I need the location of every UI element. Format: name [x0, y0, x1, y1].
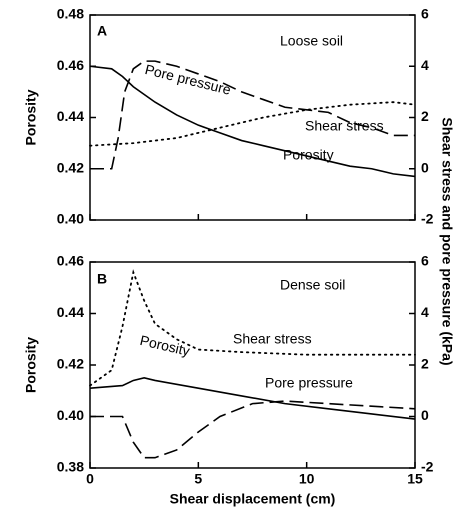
annotation: B	[97, 271, 107, 287]
y-tick-label: 0.42	[57, 356, 84, 372]
y2-tick-label: 2	[421, 356, 429, 372]
y-tick-label: 0.42	[57, 159, 84, 175]
annotation: Porosity	[138, 332, 191, 359]
y2-tick-label: -2	[421, 459, 434, 475]
y2-tick-label: 6	[421, 253, 429, 269]
y2-axis-label: Shear stress and pore pressure (kPa)	[439, 117, 455, 365]
y2-tick-label: -2	[421, 211, 434, 227]
annotation: Shear stress	[233, 331, 312, 347]
y-tick-label: 0.46	[57, 57, 84, 73]
annotation: A	[97, 23, 107, 39]
y2-tick-label: 6	[421, 6, 429, 22]
y2-tick-label: 2	[421, 108, 429, 124]
annotation: Shear stress	[305, 118, 384, 134]
y-axis-label: Porosity	[23, 337, 39, 393]
y2-tick-label: 0	[421, 159, 429, 175]
annotation: Dense soil	[280, 277, 345, 293]
series-line	[89, 101, 416, 147]
x-axis-label: Shear displacement (cm)	[170, 491, 336, 507]
annotation: Loose soil	[280, 33, 343, 49]
annotation: Pore pressure	[143, 61, 232, 98]
y-tick-label: 0.46	[57, 253, 84, 269]
y-axis-label: Porosity	[23, 89, 39, 145]
series-line	[90, 60, 415, 170]
y-tick-label: 0.44	[57, 304, 84, 320]
y2-tick-label: 4	[421, 304, 429, 320]
plot-frame	[89, 261, 416, 469]
y2-tick-label: 4	[421, 57, 429, 73]
y-tick-label: 0.40	[57, 211, 84, 227]
y-tick-label: 0.48	[57, 6, 84, 22]
x-tick-label: 0	[86, 471, 94, 487]
x-tick-label: 15	[407, 471, 423, 487]
y-tick-label: 0.38	[57, 459, 84, 475]
series-line	[89, 65, 416, 178]
series-line	[89, 269, 416, 387]
x-tick-label: 5	[194, 471, 202, 487]
y-tick-label: 0.44	[57, 108, 84, 124]
series-line	[90, 400, 416, 459]
y-tick-label: 0.40	[57, 407, 84, 423]
x-tick-label: 10	[299, 471, 315, 487]
series-line	[89, 377, 416, 420]
y2-tick-label: 0	[421, 407, 429, 423]
annotation: Pore pressure	[265, 375, 353, 391]
